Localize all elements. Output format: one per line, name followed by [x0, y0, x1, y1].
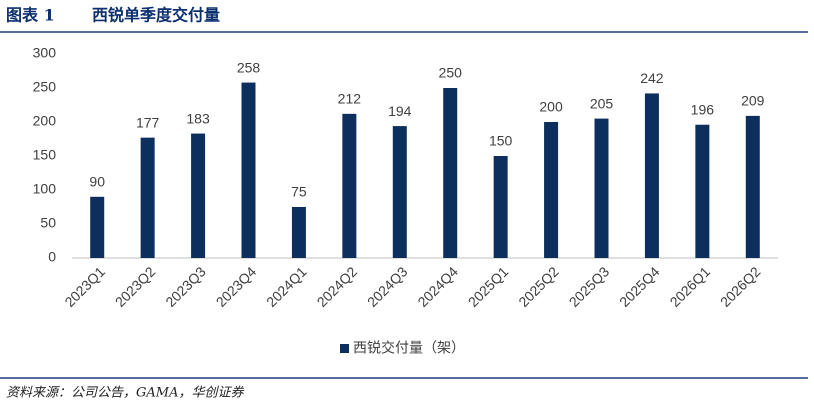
y-tick-label: 0	[48, 249, 56, 265]
bar	[241, 82, 256, 258]
data-label: 90	[89, 174, 105, 190]
data-label: 75	[291, 184, 307, 200]
y-tick-label: 250	[33, 79, 57, 95]
data-label: 194	[388, 103, 412, 119]
x-tick-label: 2023Q1	[61, 263, 108, 310]
bar	[544, 122, 559, 258]
x-tick-label: 2025Q2	[515, 263, 562, 310]
x-tick-label: 2024Q2	[314, 263, 361, 310]
y-tick-label: 50	[40, 215, 56, 231]
bar	[191, 133, 206, 258]
chart-title: 西锐单季度交付量	[92, 6, 220, 25]
data-label: 177	[136, 114, 160, 130]
data-label: 258	[237, 59, 261, 75]
bar	[644, 93, 659, 258]
bar	[140, 137, 155, 258]
x-tick-label: 2023Q2	[112, 263, 159, 310]
x-tick-label: 2025Q4	[616, 263, 663, 310]
bar	[291, 207, 306, 258]
x-tick-label: 2024Q3	[364, 263, 411, 310]
x-tick-label: 2023Q3	[162, 263, 209, 310]
legend-label: 西锐交付量（架）	[353, 340, 465, 356]
bar	[493, 156, 508, 258]
data-label: 183	[186, 110, 210, 126]
bar	[392, 126, 407, 258]
data-label: 242	[640, 70, 664, 86]
y-tick-label: 100	[33, 181, 57, 197]
x-tick-label: 2024Q4	[414, 263, 461, 310]
data-label: 212	[338, 91, 362, 107]
x-tick-label: 2026Q1	[667, 263, 714, 310]
bar	[594, 118, 609, 258]
data-label: 200	[539, 99, 563, 115]
x-tick-label: 2024Q1	[263, 263, 310, 310]
bar	[745, 115, 760, 258]
x-tick-label: 2025Q1	[465, 263, 512, 310]
data-label: 150	[489, 133, 513, 149]
bar	[443, 88, 458, 258]
x-tick-label: 2025Q3	[566, 263, 613, 310]
bar	[90, 196, 105, 258]
y-tick-label: 150	[33, 147, 57, 163]
figure-label: 图表 1	[6, 6, 55, 25]
y-tick-label: 300	[33, 45, 57, 61]
data-label: 209	[741, 93, 765, 109]
x-tick-label: 2026Q2	[717, 263, 764, 310]
bar	[695, 124, 710, 258]
data-label: 205	[590, 95, 614, 111]
data-label: 196	[691, 101, 715, 117]
x-tick-label: 2023Q4	[213, 263, 260, 310]
legend-swatch	[340, 344, 349, 353]
data-label: 250	[439, 65, 463, 81]
bar	[342, 113, 357, 258]
y-tick-label: 200	[33, 113, 57, 129]
source: 资料来源：公司公告，GAMA，华创证券	[6, 386, 244, 401]
